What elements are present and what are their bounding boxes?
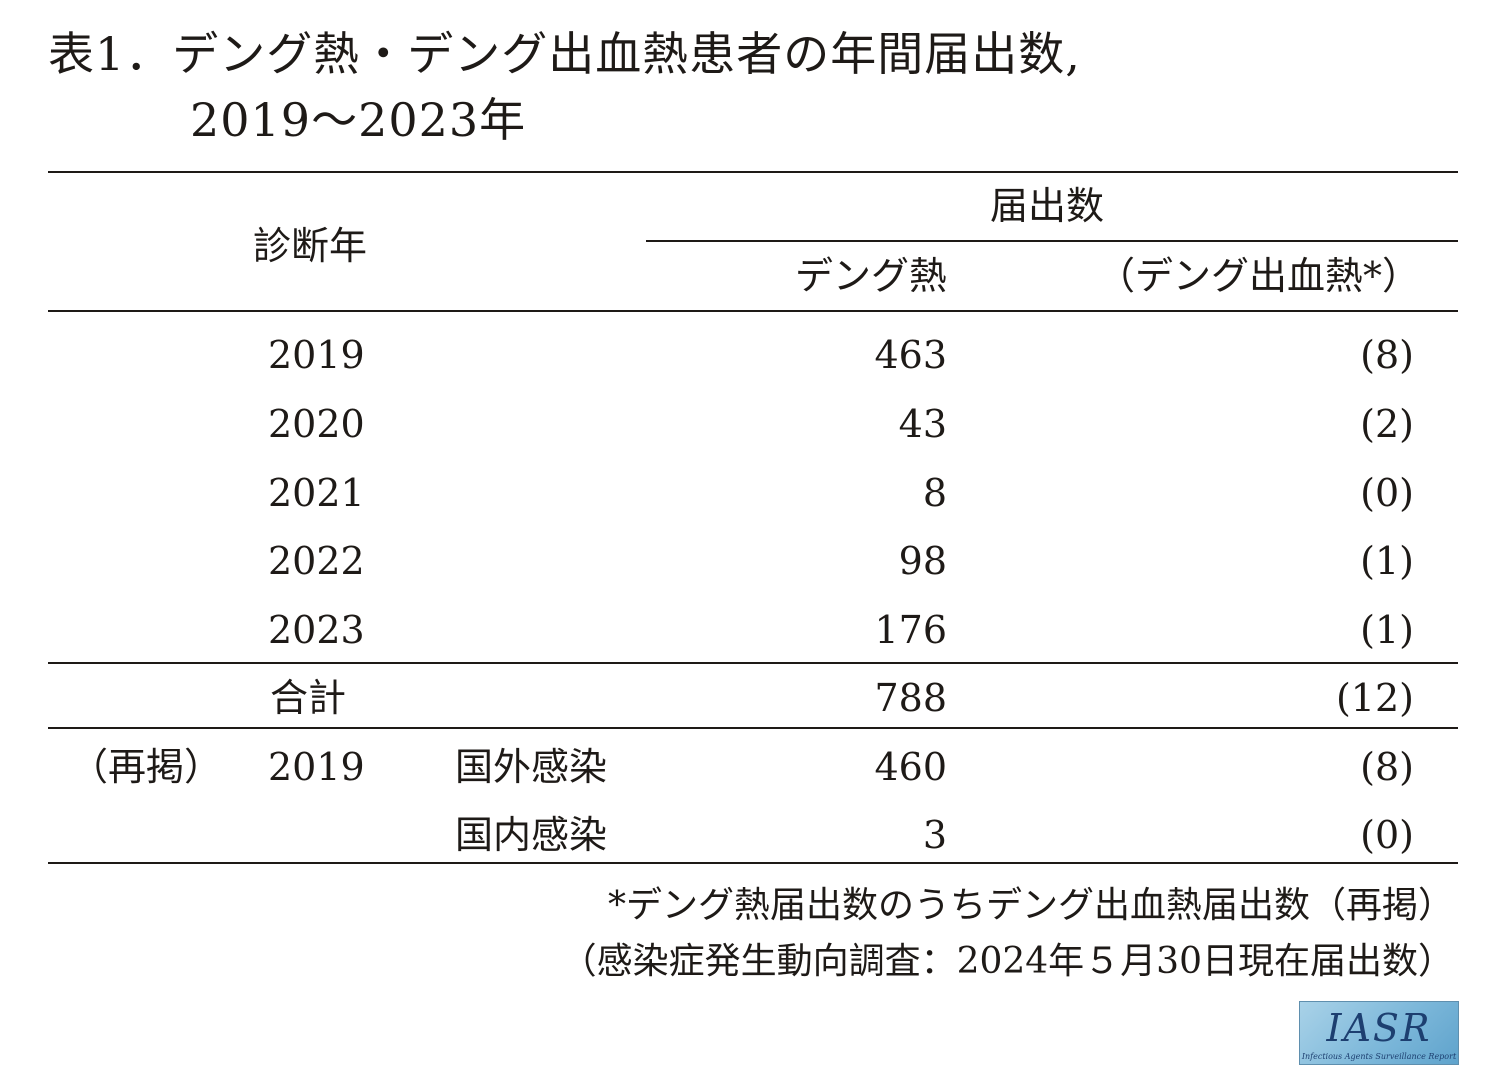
table-title-line2: 2019〜2023年 — [190, 93, 527, 147]
row-2019-dengue: 463 — [874, 333, 947, 377]
iasr-logo-subtext: Infectious Agents Surveillance Report — [1301, 1052, 1457, 1061]
footnote-line1: *デング熱届出数のうちデング出血熱届出数（再掲） — [607, 885, 1454, 926]
header-bottom-rule — [48, 310, 1458, 312]
header-sub-rule — [646, 240, 1458, 242]
table-title-line1: 表1．デング熱・デング出血熱患者の年間届出数, — [48, 27, 1081, 81]
header-dengue: デング熱 — [794, 254, 947, 298]
footnote-line2: （感染症発生動向調査：2024年５月30日現在届出数） — [560, 941, 1454, 982]
row-2020-year: 2020 — [268, 402, 365, 446]
header-report-count: 届出数 — [990, 184, 1105, 228]
repost-overseas-dhf: (8) — [1360, 745, 1414, 789]
row-2021-year: 2021 — [268, 471, 365, 515]
repost-domestic-label: 国内感染 — [455, 813, 608, 857]
repost-label: （再掲） — [70, 745, 223, 789]
table-top-rule — [48, 171, 1458, 173]
row-2022-dhf: (1) — [1360, 539, 1414, 583]
total-dhf: (12) — [1335, 676, 1414, 720]
row-2020-dengue: 43 — [898, 402, 947, 446]
total-top-rule — [48, 662, 1458, 664]
row-2019-dhf: (8) — [1360, 333, 1414, 377]
repost-overseas-label: 国外感染 — [455, 745, 608, 789]
repost-year: 2019 — [268, 745, 365, 789]
iasr-logo: IASR Infectious Agents Surveillance Repo… — [1299, 1001, 1459, 1065]
row-2019-year: 2019 — [268, 333, 365, 377]
row-2022-year: 2022 — [268, 539, 365, 583]
row-2021-dengue: 8 — [922, 471, 947, 515]
row-2023-dhf: (1) — [1360, 608, 1414, 652]
repost-domestic-dengue: 3 — [922, 813, 947, 857]
repost-top-rule — [48, 727, 1458, 729]
row-2021-dhf: (0) — [1360, 471, 1414, 515]
row-2023-year: 2023 — [268, 608, 365, 652]
repost-overseas-dengue: 460 — [874, 745, 947, 789]
header-diagnosis-year: 診断年 — [253, 224, 368, 268]
repost-domestic-dhf: (0) — [1360, 813, 1414, 857]
row-2023-dengue: 176 — [874, 608, 947, 652]
row-2022-dengue: 98 — [898, 539, 947, 583]
header-dhf: （デング出血熱*） — [1096, 254, 1420, 298]
row-2020-dhf: (2) — [1360, 402, 1414, 446]
total-dengue: 788 — [874, 676, 947, 720]
table-bottom-rule — [48, 862, 1458, 864]
iasr-logo-text: IASR — [1326, 1006, 1432, 1050]
total-label: 合計 — [270, 676, 347, 720]
